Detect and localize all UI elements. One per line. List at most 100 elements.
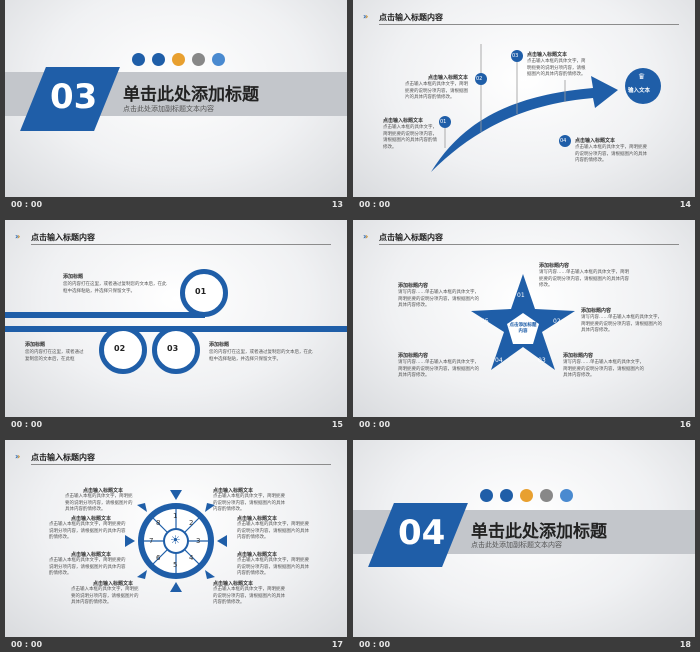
timer: 00 : 00 [11,200,43,209]
item-02-body: 您的内容打在这里，或者通过复制您的文本后，在此框 [25,350,84,362]
item-03-body: 您的内容打在这里，或者通过复制您的文本后，在此框中选择粘贴，并选择只保留文字。 [209,350,313,362]
section-number: 04 [398,513,446,553]
item-tr2-head: 点击输入标题文本 [237,516,278,522]
document-icon [192,53,205,66]
section-title: 单击此处添加标题 [123,85,259,105]
star-diagram [471,274,575,370]
blue-band-top [5,312,205,318]
slide-canvas: »› 点击输入标题内容 01 02 03 添加标题 您的内容打在这里，或者通过复… [5,220,347,417]
section-number: 03 [50,77,98,117]
item-tr1-head: 点击输入标题文本 [213,488,254,494]
item-3-head: 添加标题内容 [563,353,594,359]
segment-3: 3 [196,537,201,545]
circle-03 [152,326,200,374]
calendar-icon [212,53,225,66]
circle-03-label: 03 [167,344,179,353]
search-icon [172,53,185,66]
item-tr3-body: 点击输入本框的具体文字，简明扼要的说明分项内容，请根据图片的具体内容酌情修改。 [237,558,309,576]
item-02-head: 点击输入标题文本 [428,75,469,81]
timer: 00 : 00 [11,420,43,429]
item-tl3-body: 点击输入本框的具体文字，简明扼要的说明分项内容，请根据图片的具体内容酌情修改。 [49,558,126,576]
slide-footer: 00 : 00 16 [353,417,695,432]
item-tr1-body: 点击输入本框的具体文字，简明扼要的说明分项内容，请根据图片的具体内容酌情修改。 [213,494,285,512]
title-rule [379,244,679,245]
section-subtitle: 点击此处添加副标题文本内容 [123,105,214,113]
document-icon [540,489,553,502]
item-tl2-body: 点击输入本框的具体文字，简明扼要的说明分项内容，请根据图片的具体内容酌情修改。 [49,522,126,540]
item-tr4-head: 点击输入标题文本 [213,581,254,587]
slide-footer: 00 : 00 18 [353,637,695,652]
item-2-head: 添加标题内容 [581,308,612,314]
item-5-head: 添加标题内容 [398,283,429,289]
item-4-head: 添加标题内容 [398,353,429,359]
page-number: 13 [331,200,343,209]
segment-2: 2 [189,519,194,527]
item-tl4-body: 点击输入本框的具体文字，简明扼要的说明分项内容，请根据图片的具体内容酌情修改。 [71,587,139,605]
trophy-icon: ♛ [638,72,646,81]
slide-thumbnail-13[interactable]: 03 单击此处添加标题 点击此处添加副标题文本内容 00 : 00 13 [5,0,347,212]
item-tl1-body: 点击输入本框的具体文字，简明扼要的说明分项内容，请根据图片的具体内容酌情修改。 [65,494,133,512]
item-03-head: 点击输入标题文本 [527,52,568,58]
page-number: 17 [331,640,343,649]
arrow-end-label: 输入文本 [628,88,651,94]
pie-chart-icon [152,53,165,66]
item-1-body: 请写内容……单击输入本框的具体文字，简明扼要的说明分项内容，请根据图片的具体内容… [539,270,629,288]
item-01-head: 添加标题 [63,274,84,280]
circle-02-label: 02 [114,344,126,353]
gear-diagram [125,490,227,592]
slide-title: 点击输入标题内容 [31,453,95,462]
segment-1: 1 [173,512,178,520]
item-tl2-head: 点击输入标题文本 [71,516,112,522]
segment-4: 4 [189,554,194,562]
lightbulb-icon: ☀ [170,533,181,547]
title-rule [379,24,679,25]
slide-footer: 00 : 00 14 [353,197,695,212]
slide-footer: 00 : 00 13 [5,197,347,212]
star-center-label: 点击添加标题内容 [509,323,537,334]
slide-thumbnail-16[interactable]: »› 点击输入标题内容 点击添加标题内容 01 02 03 04 05 添加标题… [353,220,695,432]
timer: 00 : 00 [11,640,43,649]
star-point-04: 04 [495,357,503,364]
slide-footer: 00 : 00 15 [5,417,347,432]
marker-03 [511,50,523,62]
page-number: 18 [679,640,691,649]
item-01-body: 您的内容打在这里，或者通过复制您的文本后，在此框中选择粘贴，并选择只保留文字。 [63,282,167,294]
bar-chart-icon [132,53,145,66]
star-point-02: 02 [553,318,561,325]
item-04-head: 点击输入标题文本 [575,138,616,144]
item-2-body: 请写内容……单击输入本框的具体文字，简明扼要的说明分项内容，请根据图片的具体内容… [581,315,662,333]
bar-chart-icon [480,489,493,502]
star-point-03: 03 [538,357,546,364]
segment-6: 6 [156,554,161,562]
item-01-body: 点击输入本框的具体文字，简明扼要的说明分项内容，请根据图片的具体内容酌情修改。 [383,125,437,150]
slide-canvas: 04 单击此处添加标题 点击此处添加副标题文本内容 [353,440,695,637]
slide-title: 点击输入标题内容 [379,233,443,242]
marker-03-label: 03 [512,53,519,59]
page-number: 14 [679,200,691,209]
title-rule [31,244,331,245]
section-title: 单击此处添加标题 [471,522,607,542]
item-4-body: 请写内容……单击输入本框的具体文字，简明扼要的说明分项内容，请根据图片的具体内容… [398,360,479,378]
item-tl1-head: 点击输入标题文本 [83,488,124,494]
item-tr2-body: 点击输入本框的具体文字，简明扼要的说明分项内容，请根据图片的具体内容酌情修改。 [237,522,309,540]
slide-footer: 00 : 00 17 [5,637,347,652]
star-point-05: 05 [481,318,489,325]
slide-thumbnail-17[interactable]: »› 点击输入标题内容 ☀ [5,440,347,652]
slide-canvas: 03 单击此处添加标题 点击此处添加副标题文本内容 [5,0,347,197]
timer: 00 : 00 [359,640,391,649]
title-rule [31,464,331,465]
slide-canvas: »› 点击输入标题内容 01 02 03 04 ♛ 输入文本 点击输入标题文本 … [353,0,695,197]
star-point-01: 01 [517,292,525,299]
marker-04 [559,135,571,147]
slide-thumbnail-18[interactable]: 04 单击此处添加标题 点击此处添加副标题文本内容 00 : 00 18 [353,440,695,652]
page-number: 16 [679,420,691,429]
item-1-head: 添加标题内容 [539,263,570,269]
slide-thumbnail-14[interactable]: »› 点击输入标题内容 01 02 03 04 ♛ 输入文本 点击输入标题文本 … [353,0,695,212]
item-tr4-body: 点击输入本框的具体文字，简明扼要的说明分项内容，请根据图片的具体内容酌情修改。 [213,587,285,605]
slide-thumbnail-15[interactable]: »› 点击输入标题内容 01 02 03 添加标题 您的内容打在这里，或者通过复… [5,220,347,432]
item-04-body: 点击输入本框的具体文字，简明扼要的说明分项内容，请根据图片的具体内容酌情修改。 [575,145,647,163]
circle-01-label: 01 [195,287,207,296]
item-03-body: 点击输入本框的具体文字，简明扼要的说明分项内容，请根据图片的具体内容酌情修改。 [527,59,586,77]
page-number: 15 [331,420,343,429]
item-tl4-head: 点击输入标题文本 [93,581,134,587]
